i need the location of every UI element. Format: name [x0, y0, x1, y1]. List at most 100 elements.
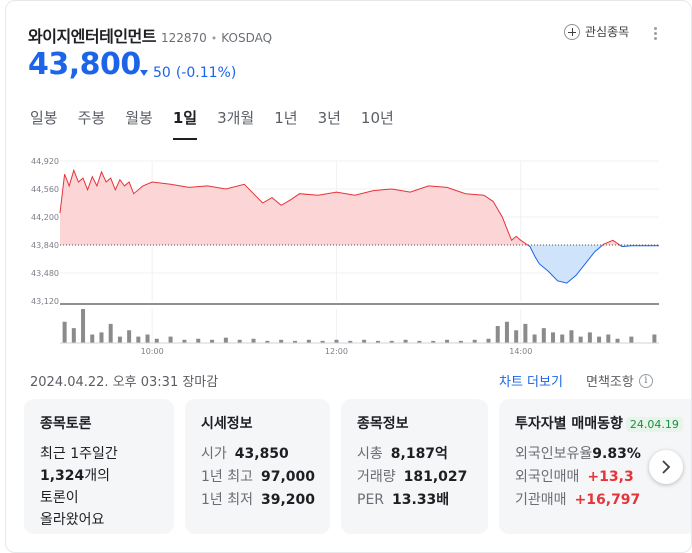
- volume-bar: [127, 330, 132, 343]
- tab-weekly[interactable]: 주봉: [77, 109, 106, 127]
- volume-bar: [136, 336, 141, 343]
- stock-card: 와이지엔터테인먼트 122870 • KOSDAQ 관심종목 43,800 50…: [5, 0, 692, 553]
- disclaimer-label: 면책조항: [586, 375, 634, 390]
- forum-line1: 최근 1주일간: [40, 446, 118, 462]
- market-info-row: 시가 43,850: [201, 446, 289, 462]
- volume-bar: [108, 323, 113, 343]
- stock-info-row: 시총 8,187억: [357, 446, 448, 462]
- volume-bar: [348, 340, 353, 343]
- down-arrow-icon: [140, 70, 148, 76]
- volume-bar: [168, 336, 173, 343]
- volume-bar: [606, 334, 611, 343]
- timestamp: 2024.04.22. 오후 03:31 장마감: [30, 375, 219, 390]
- investor-row: 기관매매 +16,797: [515, 492, 641, 508]
- watchlist-label: 관심종목: [585, 25, 630, 39]
- stock-info-box[interactable]: 종목정보 시총 8,187억 거래량 181,027 PER 13.33배: [341, 399, 488, 534]
- next-arrow-button[interactable]: [649, 450, 683, 484]
- volume-bar: [587, 332, 592, 343]
- volume-bar: [486, 338, 491, 343]
- volume-bar: [62, 321, 67, 343]
- volume-bar: [90, 334, 95, 343]
- info-icon: i: [638, 373, 653, 388]
- stock-info-row: PER 13.33배: [357, 492, 450, 508]
- investor-date-badge: 24.04.19: [625, 417, 683, 432]
- plus-icon: [564, 23, 580, 40]
- volume-bar: [292, 340, 297, 343]
- volume-bar: [532, 334, 537, 343]
- forum-text: 최근 1주일간 1,324개의 토론이 올라왔어요: [40, 443, 158, 531]
- price-area-up: [60, 170, 659, 245]
- tab-monthly[interactable]: 월봉: [125, 109, 153, 127]
- more-chart-link[interactable]: 차트 더보기: [499, 375, 563, 390]
- volume-bar: [569, 330, 574, 343]
- volume-bar: [551, 332, 556, 343]
- volume-bar: [445, 339, 450, 343]
- price-line-up: [59, 168, 621, 245]
- y-tick-label: 43,480: [31, 269, 59, 278]
- x-tick-label: 14:00: [509, 347, 532, 356]
- change-amount: 50: [153, 65, 171, 81]
- more-options-icon[interactable]: [654, 27, 658, 41]
- watchlist-button[interactable]: 관심종목: [564, 23, 629, 40]
- volume-bar: [597, 336, 602, 343]
- volume-bar: [417, 340, 422, 343]
- intraday-chart[interactable]: 44,920 44,560 44,200 43,840 43,480 43,120 10:0…: [6, 151, 688, 361]
- volume-bar: [523, 323, 528, 343]
- stock-name[interactable]: 와이지엔터테인먼트: [28, 27, 156, 46]
- volume-bar: [210, 339, 215, 343]
- price-line-down: [526, 245, 659, 284]
- tab-daily[interactable]: 일봉: [30, 109, 58, 127]
- volume-bar: [375, 340, 380, 343]
- volume-bar: [362, 339, 367, 343]
- market-name: KOSDAQ: [221, 31, 273, 45]
- tab-1year[interactable]: 1년: [274, 109, 298, 127]
- volume-bar: [279, 339, 284, 343]
- volume-bar: [472, 339, 477, 343]
- volume-bar: [431, 340, 436, 343]
- investor-row: 외국인매매 +13,3: [515, 469, 634, 485]
- market-info-row: 1년 최저 39,200: [201, 492, 316, 508]
- forum-box[interactable]: 종목토론 최근 1주일간 1,324개의 토론이 올라왔어요: [24, 399, 174, 534]
- separator-dot: •: [210, 32, 218, 45]
- chevron-right-icon: [662, 460, 671, 474]
- tab-10year[interactable]: 10년: [360, 109, 394, 127]
- volume-bar: [99, 332, 104, 343]
- disclaimer[interactable]: 면책조항 i: [586, 371, 653, 390]
- volume-bar: [578, 336, 583, 343]
- volume-bar: [182, 339, 187, 343]
- volume-bar: [615, 338, 620, 343]
- volume-bar: [652, 334, 657, 343]
- volume-bar: [458, 340, 463, 343]
- volume-bar: [71, 328, 76, 343]
- current-price: 43,800: [28, 47, 141, 82]
- volume-bar: [251, 338, 256, 343]
- change-percent: (-0.11%): [175, 65, 237, 81]
- y-tick-label: 44,560: [31, 185, 59, 194]
- investor-row: 외국인보유율 9.83%: [515, 446, 641, 462]
- price-change: 50 (-0.11%): [140, 65, 236, 81]
- stock-info-title: 종목정보: [357, 416, 409, 432]
- stock-code: 122870: [160, 31, 207, 45]
- market-info-box[interactable]: 시세정보 시가 43,850 1년 최고 97,000 1년 최저 39,200: [185, 399, 330, 534]
- forum-count: 1,324: [40, 468, 85, 484]
- y-tick-label: 43,120: [31, 297, 59, 306]
- volume-bar: [514, 330, 519, 343]
- forum-title: 종목토론: [40, 416, 92, 432]
- y-tick-label: 43,840: [31, 241, 59, 250]
- x-tick-label: 10:00: [141, 347, 164, 356]
- tab-1day[interactable]: 1일: [172, 107, 198, 140]
- y-tick-label: 44,200: [31, 213, 59, 222]
- forum-line3: 토론이: [40, 490, 79, 506]
- tab-3year[interactable]: 3년: [317, 109, 341, 127]
- volume-bar: [403, 339, 408, 343]
- volume-bar: [334, 339, 339, 343]
- market-info-row: 1년 최고 97,000: [201, 469, 316, 485]
- volume-bar: [389, 340, 394, 343]
- volume-bar: [320, 340, 325, 343]
- volume-bar: [145, 334, 150, 343]
- forum-count-suffix: 개의: [84, 468, 111, 484]
- investor-trend-title: 투자자별 매매동향 24.04.19: [515, 413, 683, 433]
- forum-line4: 올라왔어요: [40, 512, 105, 528]
- tab-3month[interactable]: 3개월: [217, 109, 255, 127]
- stock-header: 와이지엔터테인먼트 122870 • KOSDAQ: [28, 23, 272, 47]
